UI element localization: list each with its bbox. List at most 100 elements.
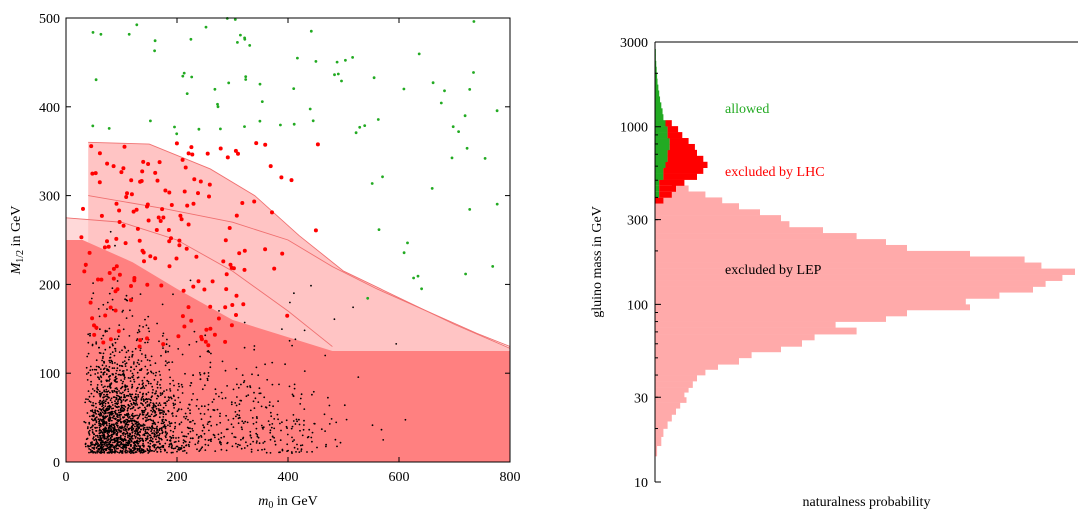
point <box>104 395 107 398</box>
point <box>129 393 132 396</box>
bar-lhc <box>667 126 679 133</box>
point <box>221 259 226 264</box>
point <box>252 422 255 425</box>
y-axis-label: M1/2 in GeV <box>9 206 26 276</box>
point <box>151 385 154 388</box>
point <box>250 451 253 453</box>
point <box>160 429 163 431</box>
point <box>124 365 127 367</box>
point <box>174 256 179 261</box>
point <box>162 406 165 409</box>
point <box>380 428 383 431</box>
point <box>167 350 170 353</box>
point <box>102 373 105 376</box>
point <box>167 396 170 398</box>
point <box>156 322 159 325</box>
point <box>122 448 125 450</box>
point <box>311 119 315 123</box>
point <box>185 452 188 454</box>
point <box>116 329 121 334</box>
point <box>271 383 274 386</box>
bar-lep <box>655 227 823 234</box>
point <box>134 437 137 439</box>
point <box>279 123 282 127</box>
point <box>104 411 107 413</box>
point <box>123 241 128 246</box>
point <box>278 451 280 454</box>
point <box>270 426 273 429</box>
point <box>292 87 296 90</box>
point <box>145 336 149 341</box>
point <box>144 406 146 409</box>
y-tick-label: 300 <box>627 214 648 229</box>
point <box>100 381 103 383</box>
point <box>119 418 122 421</box>
point <box>117 428 120 430</box>
point <box>472 20 476 23</box>
point <box>276 413 279 416</box>
point <box>141 437 144 440</box>
point <box>219 415 221 417</box>
bar-allowed <box>655 66 657 74</box>
point <box>142 385 145 388</box>
point <box>169 439 171 442</box>
point <box>146 341 149 344</box>
point <box>127 377 130 379</box>
point <box>121 452 123 454</box>
point <box>126 421 129 424</box>
point <box>85 398 87 400</box>
point <box>135 339 138 342</box>
point <box>113 427 116 429</box>
point <box>180 408 183 411</box>
point <box>249 409 252 412</box>
point <box>111 367 114 369</box>
point <box>127 32 131 36</box>
bar-lep <box>655 351 752 359</box>
point <box>86 355 89 358</box>
bar-allowed <box>655 173 664 180</box>
point <box>156 381 159 383</box>
point <box>320 428 323 431</box>
point <box>203 426 206 429</box>
point <box>105 445 107 447</box>
point <box>96 277 100 282</box>
point <box>351 56 354 59</box>
point <box>218 395 220 398</box>
point <box>115 369 118 372</box>
point <box>197 408 200 410</box>
point <box>372 76 376 80</box>
contour-lines <box>65 141 511 349</box>
point <box>189 421 192 423</box>
point <box>136 331 139 334</box>
point <box>234 436 237 439</box>
point <box>101 431 104 434</box>
point <box>310 436 313 439</box>
point <box>161 303 164 306</box>
point <box>117 444 120 447</box>
point <box>88 432 90 435</box>
point <box>117 400 119 403</box>
point <box>256 434 259 436</box>
point <box>144 416 147 419</box>
point <box>115 447 118 450</box>
point <box>150 449 153 452</box>
point <box>232 388 235 391</box>
point <box>219 421 222 424</box>
point <box>169 236 173 241</box>
point <box>164 350 167 352</box>
point <box>129 377 132 380</box>
point <box>285 419 288 422</box>
point <box>108 424 111 427</box>
bar-lep <box>655 256 1025 263</box>
point <box>101 408 104 410</box>
point <box>89 144 94 149</box>
point <box>152 420 155 423</box>
point <box>186 222 191 227</box>
point <box>124 448 127 450</box>
point <box>108 426 110 429</box>
point <box>126 442 129 445</box>
point <box>105 430 107 432</box>
point <box>155 390 158 392</box>
point <box>98 408 101 410</box>
